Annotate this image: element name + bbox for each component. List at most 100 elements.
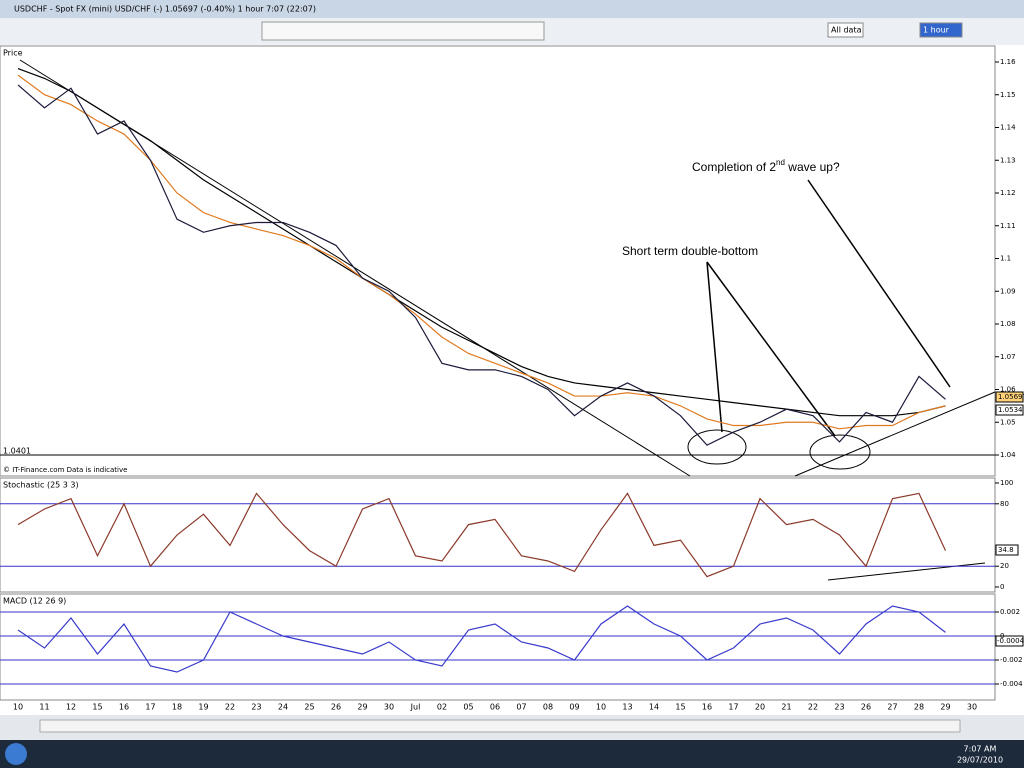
x-tick-label: 30: [967, 703, 977, 712]
ma-box: [995, 404, 1024, 416]
title-bar: [0, 0, 1024, 18]
x-tick-label: 15: [675, 703, 685, 712]
x-tick-label: 07: [516, 703, 526, 712]
footer: © IT-Finance.com Data is indicative: [3, 466, 127, 474]
y-tick-label: 1.07: [1000, 353, 1016, 361]
x-tick-label: 23: [251, 703, 261, 712]
clock-date: 29/07/2010: [957, 756, 1003, 765]
y-tick-label: 0.002: [1000, 608, 1020, 616]
arrow: [706, 261, 723, 433]
arrow: [706, 261, 836, 437]
y-tick-label: 1.12: [1000, 189, 1016, 197]
x-tick-label: 20: [755, 703, 765, 712]
x-tick-label: 19: [198, 703, 208, 712]
circle: [687, 429, 747, 465]
y-tick-label: -0.004: [1000, 680, 1023, 688]
annotation: Short term double-bottom: [622, 244, 758, 258]
trendline: [794, 391, 996, 477]
x-tick-label: 26: [861, 703, 871, 712]
stoch-box: [995, 544, 1019, 556]
taskbar: [0, 740, 1024, 768]
arrow: [807, 179, 951, 388]
y-tick-label: 0: [1000, 583, 1004, 591]
x-tick-label: 13: [622, 703, 632, 712]
window-title: USDCHF - Spot FX (mini) USD/CHF (-) 1.05…: [14, 5, 316, 14]
y-tick-label: -0.002: [1000, 656, 1023, 664]
x-tick-label: 18: [172, 703, 182, 712]
x-tick-label: 06: [490, 703, 500, 712]
y-tick-label: 100: [1000, 479, 1013, 487]
x-tick-label: 12: [66, 703, 76, 712]
series-line: [17, 492, 947, 578]
macd-box: [995, 635, 1024, 647]
x-tick-label: 17: [145, 703, 155, 712]
drawing-tools[interactable]: [261, 21, 545, 41]
x-tick-label: 29: [357, 703, 367, 712]
y-tick-label: 80: [1000, 500, 1009, 508]
annotation: Completion of 2nd wave up?: [692, 158, 840, 174]
x-tick-label: 22: [225, 703, 235, 712]
x-tick-label: 29: [940, 703, 950, 712]
y-tick-label: 1.08: [1000, 320, 1016, 328]
x-tick-label: 21: [781, 703, 791, 712]
interval-select[interactable]: [919, 22, 963, 38]
y-tick-label: 1.14: [1000, 124, 1016, 132]
low-line-label: 1.0401: [3, 447, 31, 456]
series-line: [17, 84, 946, 446]
y-tick-label: 1.1: [1000, 255, 1011, 263]
stoch-last: 34.8: [998, 546, 1014, 554]
x-tick-label: 26: [331, 703, 341, 712]
y-tick-label: 1.05: [1000, 418, 1016, 426]
x-tick-label: 28: [914, 703, 924, 712]
ma-last: 1.0534: [998, 406, 1023, 414]
last-box: [995, 391, 1024, 403]
x-tick-label: 23: [834, 703, 844, 712]
x-tick-label: 30: [384, 703, 394, 712]
price-label: Price: [3, 49, 23, 58]
stoch-panel: [0, 477, 996, 593]
annotation-sup: nd: [776, 158, 785, 167]
y-tick-label: 1.09: [1000, 287, 1016, 295]
x-tick-label: 02: [437, 703, 447, 712]
x-tick-label: 16: [702, 703, 712, 712]
x-tick-label: 05: [463, 703, 473, 712]
circle: [809, 434, 871, 470]
last-price: 1.05697: [998, 393, 1024, 401]
x-tick-label: 17: [728, 703, 738, 712]
macd-label: MACD (12 26 9): [3, 597, 66, 606]
y-tick-label: 1.13: [1000, 156, 1016, 164]
y-tick-label: 0: [1000, 632, 1004, 640]
x-tick-label: Jul: [410, 703, 421, 712]
x-tick-label: 10: [596, 703, 606, 712]
scrollbar[interactable]: [39, 719, 961, 733]
range-select[interactable]: [827, 22, 864, 38]
x-tick-label: 14: [649, 703, 659, 712]
x-tick-label: 10: [13, 703, 23, 712]
y-tick-label: 1.11: [1000, 222, 1016, 230]
x-tick-label: 16: [119, 703, 129, 712]
y-tick-label: 1.16: [1000, 58, 1016, 66]
annotation-part: wave up?: [785, 160, 840, 174]
y-tick-label: 1.06: [1000, 386, 1016, 394]
start-button[interactable]: [5, 743, 27, 765]
series-line: [17, 605, 946, 673]
x-tick-label: 24: [278, 703, 288, 712]
x-tick-label: 11: [39, 703, 49, 712]
x-tick-label: 15: [92, 703, 102, 712]
x-tick-label: 08: [543, 703, 553, 712]
price-panel: [0, 45, 996, 477]
interval-text: 1 hour: [923, 26, 950, 35]
range-text: All data: [831, 26, 862, 35]
x-tick-label: 09: [569, 703, 579, 712]
series-line: [17, 74, 946, 430]
y-tick-label: 20: [1000, 562, 1009, 570]
x-tick-label: 22: [808, 703, 818, 712]
x-tick-label: 27: [887, 703, 897, 712]
y-tick-label: 1.15: [1000, 91, 1016, 99]
annotation-part: Completion of 2: [692, 160, 776, 174]
x-tick-label: 25: [304, 703, 314, 712]
clock-time: 7:07 AM: [964, 745, 997, 754]
stoch-label: Stochastic (25 3 3): [3, 481, 79, 490]
macd-last: -0.0004: [997, 637, 1024, 645]
y-tick-label: 1.04: [1000, 451, 1016, 459]
